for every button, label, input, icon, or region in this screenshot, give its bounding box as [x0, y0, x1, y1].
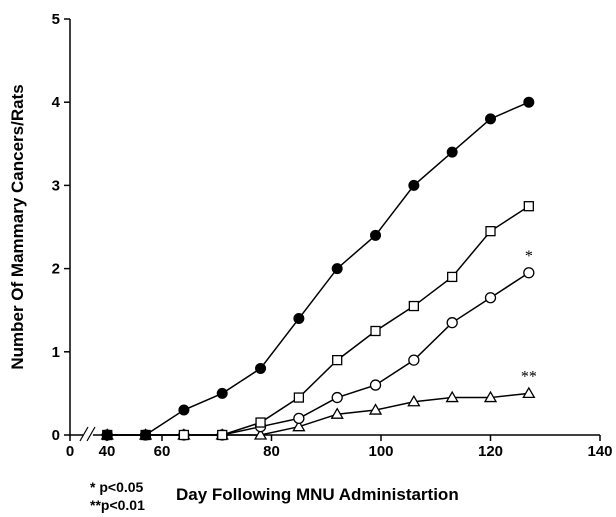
x-tick-label: 60	[154, 443, 171, 460]
data-point	[332, 354, 343, 366]
data-point	[408, 179, 420, 191]
data-point	[331, 263, 343, 275]
x-tick-label: 40	[99, 443, 116, 460]
series-open-triangle	[100, 386, 536, 440]
data-point	[293, 392, 305, 403]
data-point	[445, 390, 459, 403]
data-point	[101, 429, 113, 441]
data-point	[331, 391, 343, 404]
series-line	[107, 392, 529, 436]
data-point	[178, 429, 190, 441]
y-tick-label: 2	[52, 261, 60, 278]
data-point	[253, 428, 268, 440]
data-point	[255, 362, 267, 374]
data-point	[523, 267, 535, 279]
data-point	[140, 429, 152, 441]
data-point	[483, 390, 498, 403]
data-point	[407, 394, 421, 407]
data-point	[446, 146, 458, 158]
significance-label: **	[521, 368, 537, 385]
data-point	[446, 317, 458, 329]
data-point	[293, 313, 305, 325]
significance-annotations: ***	[521, 248, 537, 386]
data-point	[330, 407, 344, 419]
y-ticks: 0 1 2 3 4 5	[52, 11, 70, 444]
series-filled-circle	[101, 96, 535, 441]
x-tick-label: 0	[66, 443, 74, 460]
x-tick-label: 100	[368, 443, 393, 460]
series-line	[107, 101, 530, 436]
data-point	[484, 292, 497, 304]
data-point	[447, 271, 458, 283]
data-point	[370, 229, 382, 241]
data-point	[216, 387, 228, 399]
y-axis-label: Number Of Mammary Cancers/Rats	[8, 84, 27, 369]
axis-break-mark	[79, 426, 89, 442]
data-point	[523, 201, 534, 212]
series-line	[107, 205, 530, 436]
series-open-square	[102, 201, 534, 441]
data-point	[217, 429, 228, 441]
x-tick-label: 140	[587, 443, 612, 460]
data-point	[485, 226, 496, 237]
data-point	[369, 379, 382, 391]
x-tick-label: 80	[263, 443, 280, 460]
axis-break-mark	[86, 426, 96, 442]
data-point	[522, 386, 536, 399]
x-tick-label: 120	[478, 443, 503, 460]
y-tick-label: 1	[52, 344, 60, 361]
data-point	[485, 113, 496, 125]
footnote-p01: **p<0.01	[90, 497, 145, 513]
data-point	[370, 325, 381, 337]
data-point	[368, 403, 383, 415]
x-axis-label: Day Following MNU Administartion	[176, 485, 459, 504]
y-tick-label: 3	[52, 177, 60, 194]
y-tick-label: 0	[52, 427, 60, 444]
data-point	[293, 412, 305, 425]
series-group	[100, 96, 536, 441]
data-point	[292, 419, 306, 432]
footnote-p05: * p<0.05	[90, 479, 144, 495]
data-point	[178, 404, 190, 416]
data-point	[523, 96, 535, 108]
data-point	[408, 300, 420, 312]
data-point	[408, 354, 420, 366]
y-tick-label: 5	[52, 11, 60, 28]
y-tick-label: 4	[52, 94, 61, 111]
data-point	[255, 417, 266, 428]
series-line	[107, 272, 530, 436]
significance-label: *	[525, 248, 533, 265]
